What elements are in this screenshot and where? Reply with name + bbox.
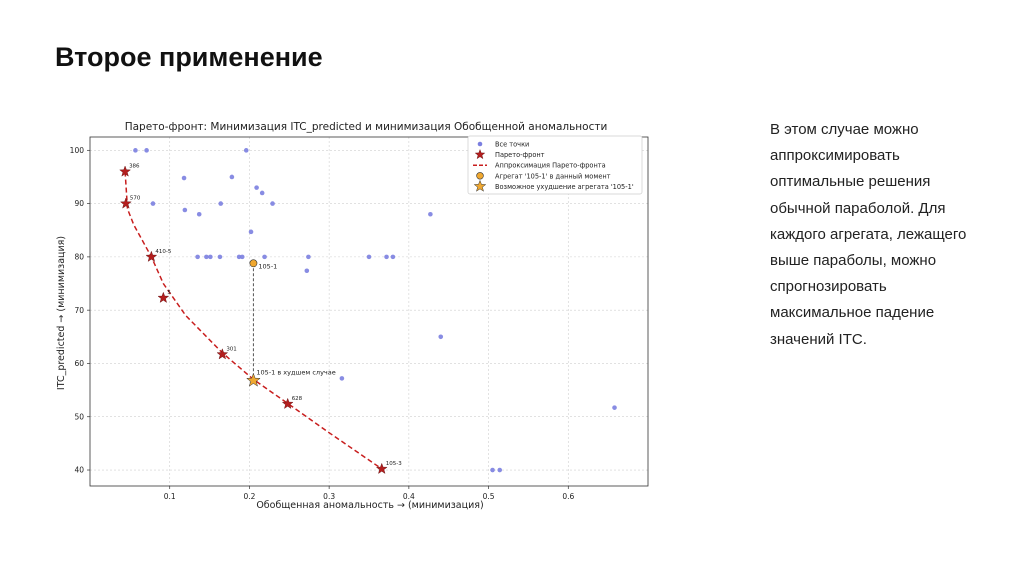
pareto-star <box>145 250 158 262</box>
pareto-label: 386 <box>129 164 140 170</box>
y-tick-label: 100 <box>70 146 85 155</box>
data-point <box>217 254 223 260</box>
data-point <box>239 254 245 260</box>
legend-entry: Аппроксимация Парето-фронта <box>495 162 606 170</box>
x-tick-label: 0.6 <box>562 492 574 501</box>
chart-curve-layer <box>124 171 383 470</box>
x-tick-label: 0.5 <box>483 492 495 501</box>
legend-entry: Все точки <box>495 141 529 149</box>
data-point <box>181 175 187 181</box>
x-tick-label: 0.4 <box>403 492 415 501</box>
y-axis-label: ITC_predicted → (минимизация) <box>56 236 67 390</box>
data-point <box>366 254 372 260</box>
legend-marker-aggregate <box>476 172 484 180</box>
y-tick-label: 60 <box>74 359 84 368</box>
aggregate-current-label: 105-1 <box>258 262 277 270</box>
data-point <box>150 201 156 206</box>
data-point <box>204 254 209 260</box>
legend-box <box>467 135 643 195</box>
data-point <box>390 254 396 260</box>
data-point <box>490 467 495 473</box>
data-point <box>229 174 235 180</box>
description-text: В этом случае можно аппроксимировать опт… <box>770 121 967 348</box>
data-point <box>208 254 213 260</box>
pareto-label: 301 <box>226 346 237 352</box>
chart-title: Парето-фронт: Минимизация ITC_predicted … <box>125 121 608 133</box>
y-tick-label: 40 <box>74 466 84 475</box>
x-tick-label: 0.3 <box>323 492 335 501</box>
pareto-star <box>375 462 388 474</box>
data-point <box>270 201 275 206</box>
chart-aggregate-layer: 105-1 105-1 в худшем случае <box>246 259 336 387</box>
legend-entry: Парето-фронт <box>495 151 545 159</box>
aggregate-current-point <box>249 259 258 268</box>
data-point <box>428 211 433 217</box>
data-point <box>339 376 345 381</box>
pareto-label: 628 <box>292 396 303 402</box>
pareto-label: 410-5 <box>155 249 171 255</box>
x-tick-label: 0.1 <box>164 492 176 501</box>
chart-front-layer: 386 570 410-5 5 301 628 105-3 <box>119 164 402 474</box>
y-tick-label: 50 <box>74 412 84 421</box>
pareto-star <box>157 291 170 303</box>
plot-frame <box>89 136 649 487</box>
y-tick-label: 80 <box>74 252 84 261</box>
pareto-label: 5 <box>167 290 171 296</box>
aggregate-worst-label: 105-1 в худшем случае <box>256 369 335 377</box>
pareto-label: 105-3 <box>386 461 402 467</box>
pareto-star <box>216 348 229 360</box>
data-point <box>497 467 503 473</box>
data-point <box>384 254 389 260</box>
data-point <box>144 148 149 153</box>
chart-svg: Парето-фронт: Минимизация ITC_predicted … <box>56 121 649 511</box>
data-point <box>196 211 202 217</box>
pareto-star <box>281 397 294 409</box>
y-tick-label: 90 <box>74 199 84 208</box>
data-point <box>243 148 249 153</box>
data-point <box>259 190 265 196</box>
data-point <box>248 229 254 235</box>
data-point <box>438 334 444 340</box>
legend-marker-front <box>474 149 486 160</box>
data-point <box>254 185 259 190</box>
chart-ticks: 0.1 0.2 0.3 0.4 0.5 0.6 40 50 60 70 80 90 100 <box>70 146 575 501</box>
data-point <box>304 268 310 274</box>
legend-marker-points <box>477 141 483 147</box>
pareto-star <box>119 165 131 177</box>
data-point <box>182 207 188 213</box>
pareto-label: 570 <box>130 196 141 202</box>
data-point <box>306 254 311 260</box>
x-tick-label: 0.2 <box>243 492 255 501</box>
data-point <box>133 148 138 153</box>
legend-entry: Возможное ухудшение агрегата '105-1' <box>495 183 634 191</box>
pareto-chart: Парето-фронт: Минимизация ITC_predicted … <box>50 112 660 517</box>
data-point <box>195 254 200 260</box>
chart-legend: Все точки Парето-фронт Аппроксимация Парет… <box>467 135 643 195</box>
x-axis-label: Обобщенная аномальность → (минимизация) <box>256 500 483 511</box>
data-point <box>612 405 617 410</box>
slide-title: Второе применение <box>55 42 323 72</box>
approximation-curve <box>124 171 383 470</box>
y-tick-label: 70 <box>74 306 84 315</box>
pareto-star <box>119 197 132 209</box>
data-point <box>262 254 267 260</box>
data-point <box>236 254 242 260</box>
chart-points-layer <box>133 148 617 473</box>
aggregate-worst-star <box>246 372 261 387</box>
legend-entry: Агрегат '105-1' в данный момент <box>495 172 611 180</box>
data-point <box>218 201 224 206</box>
legend-marker-worst <box>473 179 487 192</box>
